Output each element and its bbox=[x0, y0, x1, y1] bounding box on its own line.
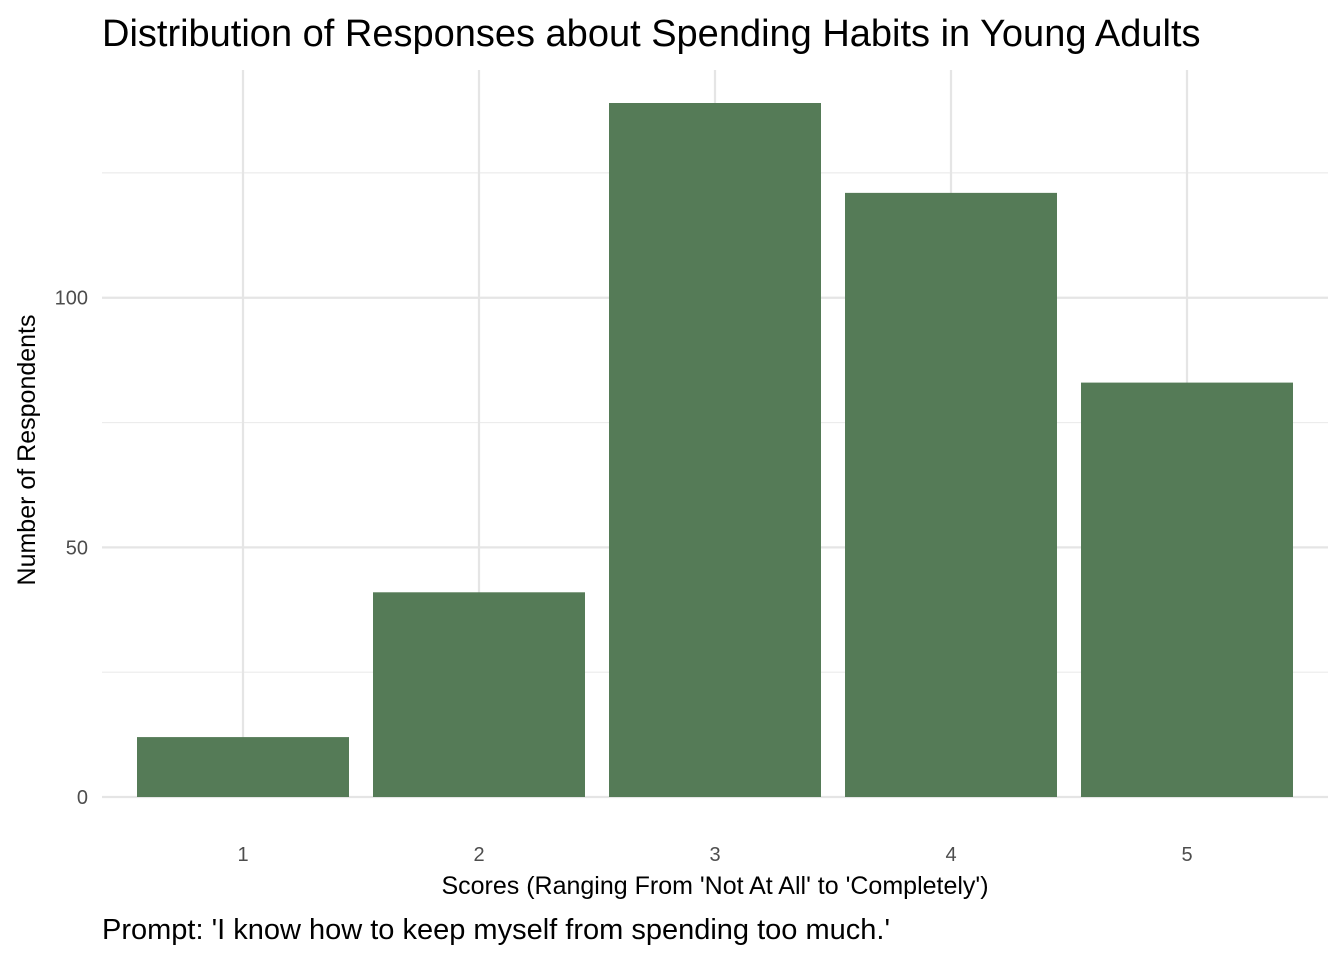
bar-5 bbox=[1081, 382, 1293, 797]
bar-1 bbox=[137, 737, 349, 797]
y-tick-labels: 0 50 100 bbox=[55, 288, 88, 809]
y-tick-label: 100 bbox=[55, 288, 88, 310]
x-tick-label: 5 bbox=[1181, 844, 1192, 866]
x-tick-label: 3 bbox=[709, 844, 720, 866]
x-axis-title: Scores (Ranging From 'Not At All' to 'Co… bbox=[441, 872, 988, 900]
chart-title: Distribution of Responses about Spending… bbox=[102, 13, 1201, 55]
x-tick-label: 2 bbox=[473, 844, 484, 866]
x-tick-labels: 1 2 3 4 5 bbox=[237, 844, 1192, 866]
y-tick-label: 0 bbox=[77, 787, 88, 809]
x-tick-label: 1 bbox=[237, 844, 248, 866]
x-tick-label: 4 bbox=[945, 844, 956, 866]
bar-2 bbox=[373, 592, 585, 797]
bars bbox=[137, 103, 1293, 798]
bar-4 bbox=[845, 192, 1057, 798]
y-tick-label: 50 bbox=[66, 537, 88, 559]
y-axis-title: Number of Respondents bbox=[13, 315, 41, 586]
bar-3 bbox=[609, 103, 821, 797]
chart-caption: Prompt: 'I know how to keep myself from … bbox=[102, 914, 890, 946]
